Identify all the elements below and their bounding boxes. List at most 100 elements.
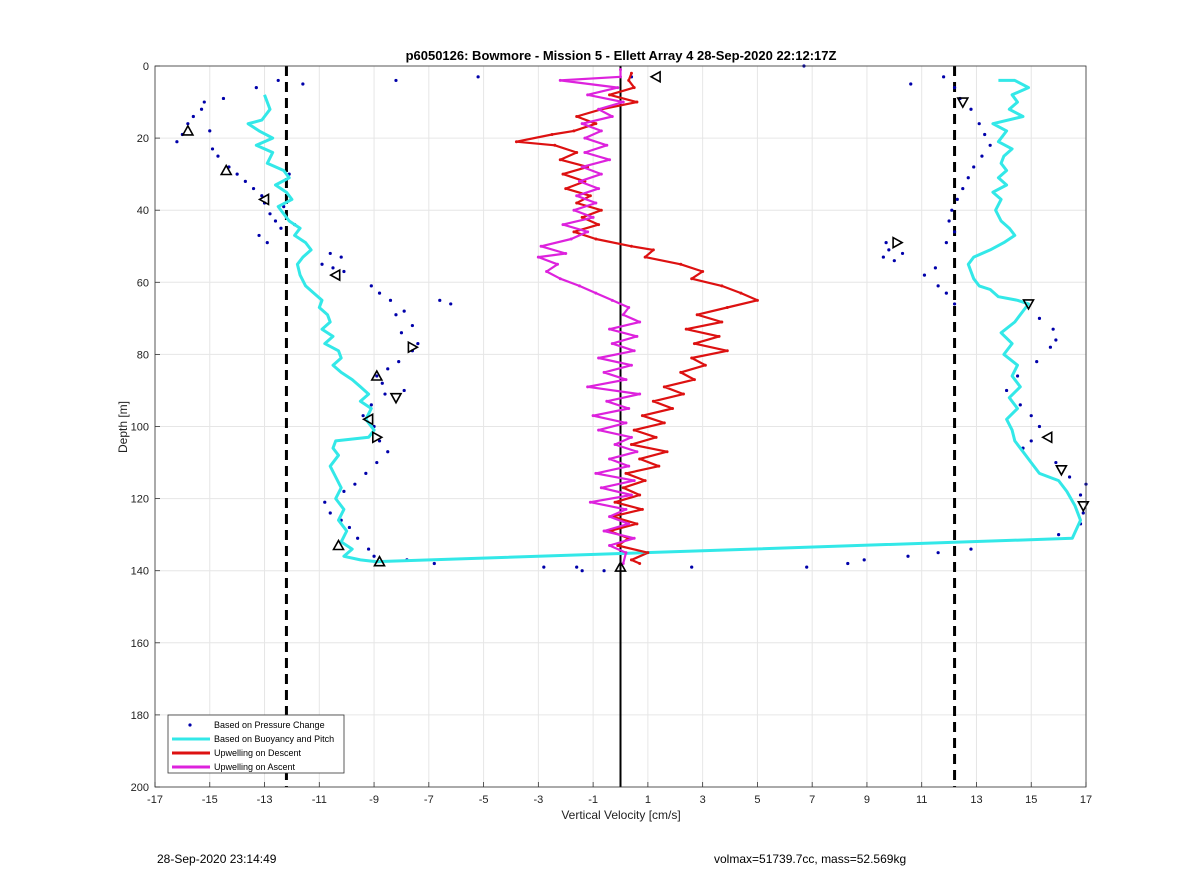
pressure-point — [947, 219, 951, 223]
chart-title: p6050126: Bowmore - Mission 5 - Ellett A… — [406, 48, 837, 63]
series-point — [638, 561, 642, 565]
pressure-point — [1029, 414, 1033, 418]
series-point — [583, 136, 587, 140]
y-tick-label: 100 — [131, 422, 149, 434]
series-point — [575, 201, 579, 205]
pressure-point — [1035, 360, 1039, 364]
series-point — [629, 71, 633, 75]
x-tick-label: -9 — [369, 794, 379, 806]
pressure-point — [416, 341, 420, 346]
y-tick-label: 120 — [131, 494, 149, 506]
series-point — [690, 277, 694, 281]
pressure-point — [260, 194, 264, 198]
series-point — [558, 78, 562, 82]
triangle-marker — [332, 538, 345, 551]
pressure-point — [575, 565, 579, 569]
series-point — [575, 114, 579, 118]
series-point — [629, 244, 633, 248]
pressure-point — [402, 388, 406, 393]
series-point — [635, 100, 639, 104]
series-point — [629, 493, 633, 497]
series-point — [572, 129, 576, 133]
series-point — [569, 237, 573, 241]
series-point — [632, 349, 636, 353]
series-point — [665, 450, 669, 454]
series-point — [632, 86, 636, 90]
series-point — [627, 522, 631, 526]
pressure-point — [977, 122, 981, 126]
series-point — [720, 320, 724, 324]
pressure-point — [410, 323, 414, 328]
pressure-point — [221, 96, 226, 101]
series-point — [638, 320, 642, 324]
series-point — [643, 255, 647, 259]
y-tick-labels: 0 20 40 60 80 100 120 140 160 180 200 — [131, 61, 160, 794]
pressure-point — [887, 248, 891, 252]
pressure-point — [356, 536, 360, 540]
series-point — [629, 435, 633, 439]
series-point — [624, 378, 628, 382]
y-tick-label: 160 — [131, 638, 149, 650]
x-tick-labels: -17 -15 -13 -11 -9 -7 -5 -3 -1 1 3 5 7 9 11 13 15 17 — [147, 782, 1092, 806]
pressure-point — [372, 554, 376, 558]
y-tick-label: 20 — [137, 133, 149, 145]
x-tick-label: 5 — [754, 794, 760, 806]
triangle-marker — [257, 193, 270, 206]
pressure-point — [980, 154, 984, 158]
pressure-point — [1037, 316, 1042, 320]
pressure-point — [936, 284, 940, 288]
series-point — [605, 399, 609, 403]
pressure-point — [377, 439, 382, 443]
pressure-point — [210, 147, 215, 151]
pressure-point — [320, 262, 324, 266]
x-tick-label: -3 — [533, 794, 543, 806]
pressure-point — [388, 298, 393, 302]
series-point — [616, 86, 620, 90]
pressure-point — [1078, 493, 1083, 497]
series-point — [725, 349, 729, 353]
pressure-point — [922, 273, 927, 277]
series-point — [635, 450, 639, 454]
pressure-point — [383, 392, 387, 396]
triangle-marker — [1055, 464, 1068, 477]
pressure-point — [944, 291, 948, 295]
pressure-point — [1054, 338, 1058, 342]
triangle-marker — [219, 163, 233, 176]
series-point — [646, 551, 650, 555]
pressure-point — [580, 569, 584, 573]
pressure-point — [988, 143, 992, 147]
pressure-point — [542, 565, 546, 569]
series-point — [605, 143, 609, 147]
pressure-point — [347, 525, 352, 530]
series-point — [597, 187, 601, 191]
series-point — [608, 457, 612, 461]
series-upwelling-on-ascent — [536, 68, 642, 565]
pressure-point — [353, 482, 357, 486]
pressure-point — [394, 78, 398, 83]
x-tick-label: 13 — [970, 794, 982, 806]
series-point — [681, 392, 685, 396]
series-point — [629, 443, 633, 447]
pressure-point — [955, 197, 959, 201]
x-tick-label: 1 — [645, 794, 651, 806]
pressure-point — [952, 230, 957, 234]
series-point — [514, 140, 518, 144]
series-point — [662, 385, 666, 389]
series-point — [725, 306, 729, 310]
series-point — [599, 172, 603, 176]
series-point — [629, 558, 633, 562]
pressure-point — [369, 284, 373, 288]
pressure-point — [805, 565, 809, 569]
pressure-point — [1018, 403, 1022, 407]
x-tick-label: 9 — [864, 794, 870, 806]
series-point — [619, 68, 622, 72]
pressure-point — [279, 226, 283, 230]
series-point — [651, 248, 655, 252]
triangle-marker — [649, 70, 661, 84]
series-point — [627, 306, 631, 310]
triangle-marker — [1041, 430, 1053, 444]
series-point — [564, 187, 568, 191]
series-point — [597, 223, 601, 227]
triangle-marker — [373, 555, 386, 567]
y-tick-label: 0 — [143, 61, 149, 73]
